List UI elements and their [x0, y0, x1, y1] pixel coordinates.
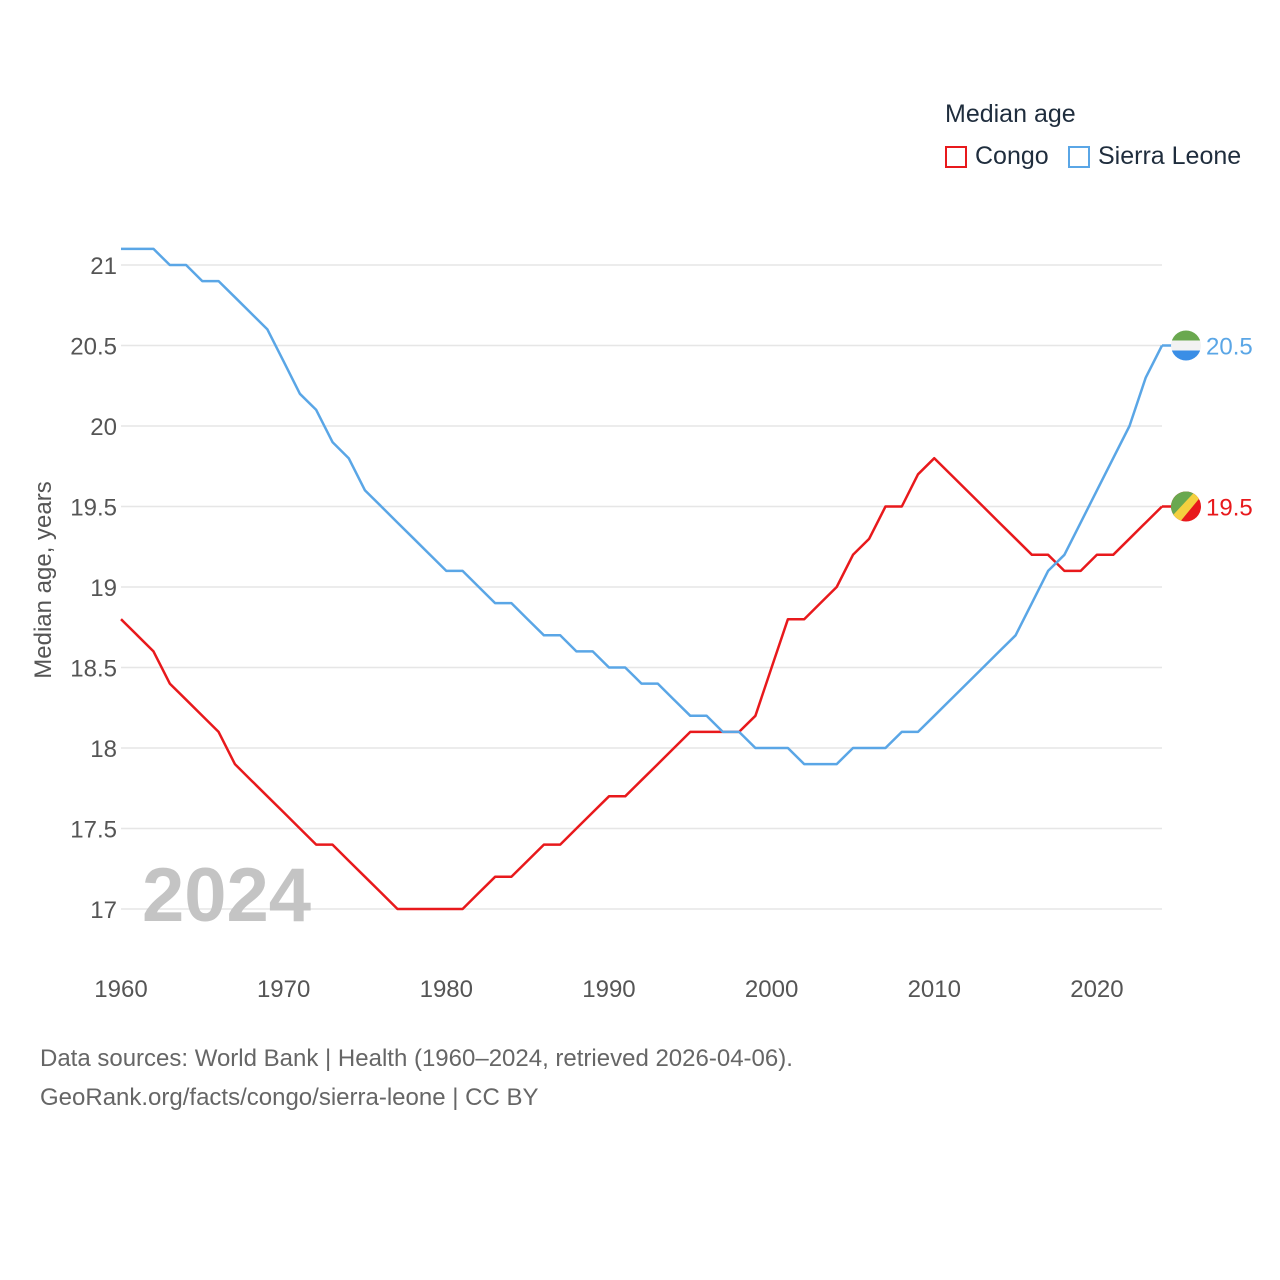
y-tick-label: 18.5 [70, 656, 117, 683]
x-tick-label: 1990 [582, 976, 635, 1003]
legend-swatch-congo [945, 145, 967, 168]
y-tick-label: 17 [90, 897, 117, 924]
y-tick-label: 17.5 [70, 817, 117, 844]
end-value-label-sierra-leone: 20.5 [1206, 334, 1253, 361]
y-tick-label: 21 [90, 253, 117, 280]
x-tick-label: 2000 [745, 976, 798, 1003]
y-tick-label: 19.5 [70, 495, 117, 522]
y-tick-label: 20.5 [70, 334, 117, 361]
x-tick-label: 1960 [94, 976, 147, 1003]
x-tick-label: 2020 [1070, 976, 1123, 1003]
x-tick-label: 1970 [257, 976, 310, 1003]
source-link-text[interactable]: GeoRank.org/facts/congo/sierra-leone | C… [40, 1084, 539, 1111]
series-line-congo [120, 456, 1163, 911]
legend-label-sierra-leone: Sierra Leone [1098, 142, 1242, 170]
x-tick-label: 2010 [908, 976, 961, 1003]
series-line-sierra-leone [121, 247, 1164, 766]
legend-label-congo: Congo [975, 142, 1049, 170]
legend-item-sierra-leone[interactable]: Sierra Leone [1068, 142, 1241, 171]
legend-swatch-sierra-leone [1068, 145, 1090, 168]
end-value-label-congo: 19.5 [1206, 495, 1253, 522]
legend-item-congo[interactable]: Congo [945, 142, 1049, 171]
year-watermark: 2024 [142, 853, 311, 938]
congo-flag-icon [1171, 491, 1201, 522]
y-tick-label: 19 [90, 575, 117, 602]
data-source-text: Data sources: World Bank | Health (1960–… [40, 1045, 793, 1072]
sierra-leone-flag-icon [1171, 330, 1201, 361]
x-tick-label: 1980 [420, 976, 473, 1003]
legend-title: Median age [945, 100, 1076, 128]
y-tick-label: 18 [90, 736, 117, 763]
y-tick-label: 20 [90, 414, 117, 441]
y-axis-label: Median age, years [30, 481, 57, 678]
